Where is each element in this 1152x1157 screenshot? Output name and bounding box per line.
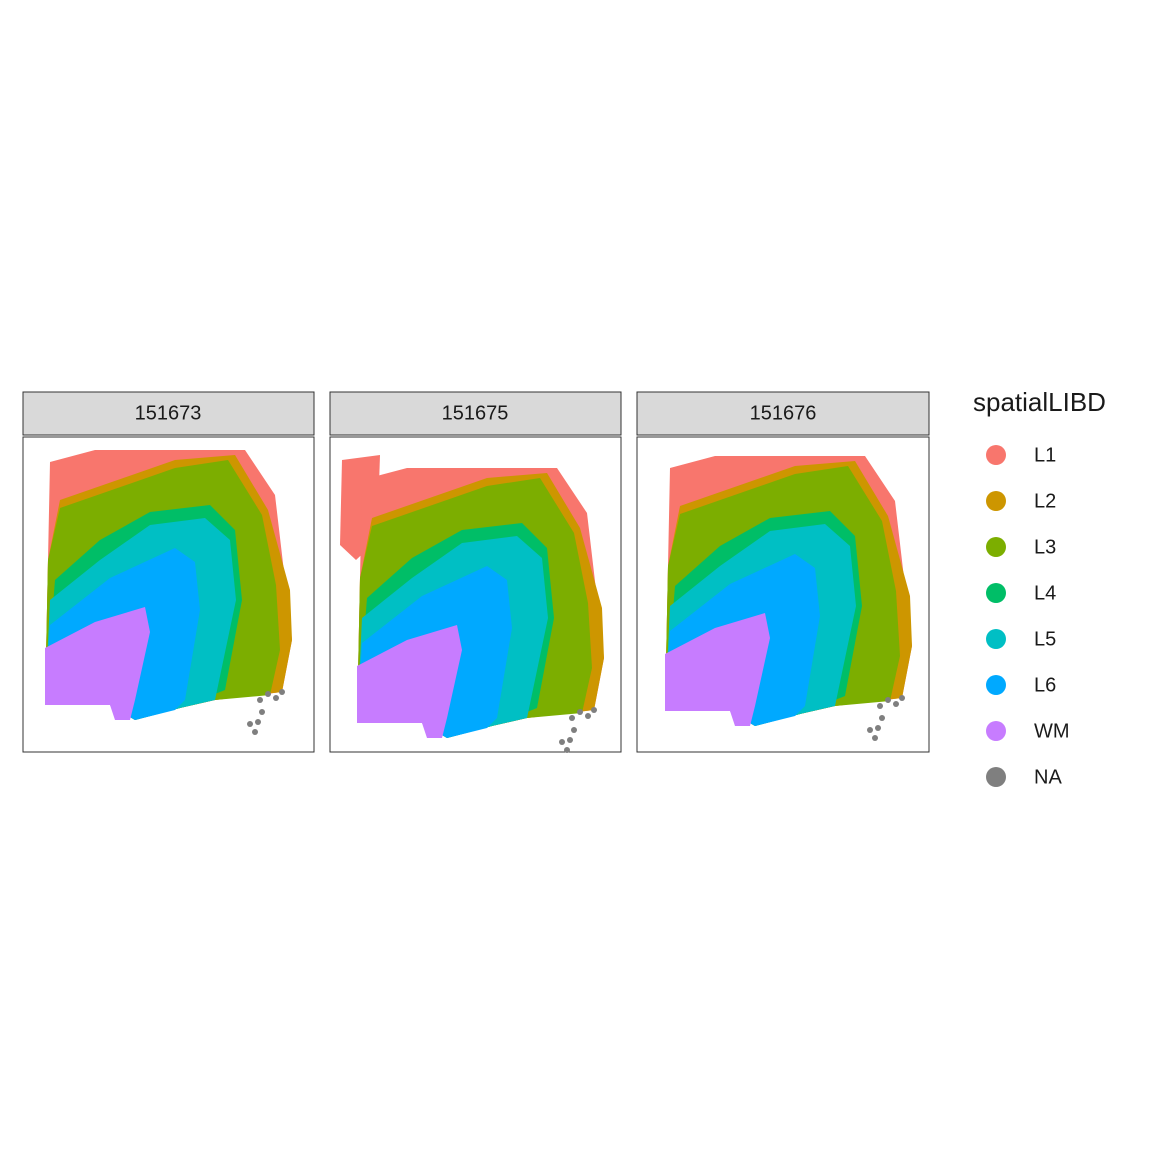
legend-label: L5 — [1034, 628, 1056, 650]
legend-key — [986, 629, 1006, 649]
legend-label: NA — [1034, 766, 1062, 788]
facet-label: 151676 — [750, 402, 817, 424]
legend-key — [986, 491, 1006, 511]
legend-key — [986, 583, 1006, 603]
legend-label: L2 — [1034, 490, 1056, 512]
legend-key — [986, 767, 1006, 787]
panel: 151673 — [22, 391, 315, 753]
legend-label: L1 — [1034, 444, 1056, 466]
facet-label: 151675 — [442, 402, 509, 424]
legend-key — [986, 445, 1006, 465]
facet-label: 151673 — [135, 402, 202, 424]
legend-title: spatialLIBD — [973, 387, 1106, 417]
legend-key — [986, 537, 1006, 557]
tissue-spots — [665, 456, 912, 741]
panel: 151676 — [636, 391, 930, 753]
tissue-spots — [45, 450, 292, 735]
legend-key — [986, 721, 1006, 741]
legend-label: WM — [1034, 720, 1070, 742]
tissue-spots — [357, 468, 604, 753]
legend-label: L3 — [1034, 536, 1056, 558]
legend-label: L6 — [1034, 674, 1056, 696]
legend-key — [986, 675, 1006, 695]
legend: L1 L2 L3 L4 L5 L6 WM NA — [986, 444, 1070, 788]
legend-label: L4 — [1034, 582, 1056, 604]
panel: 151675 — [329, 391, 622, 753]
